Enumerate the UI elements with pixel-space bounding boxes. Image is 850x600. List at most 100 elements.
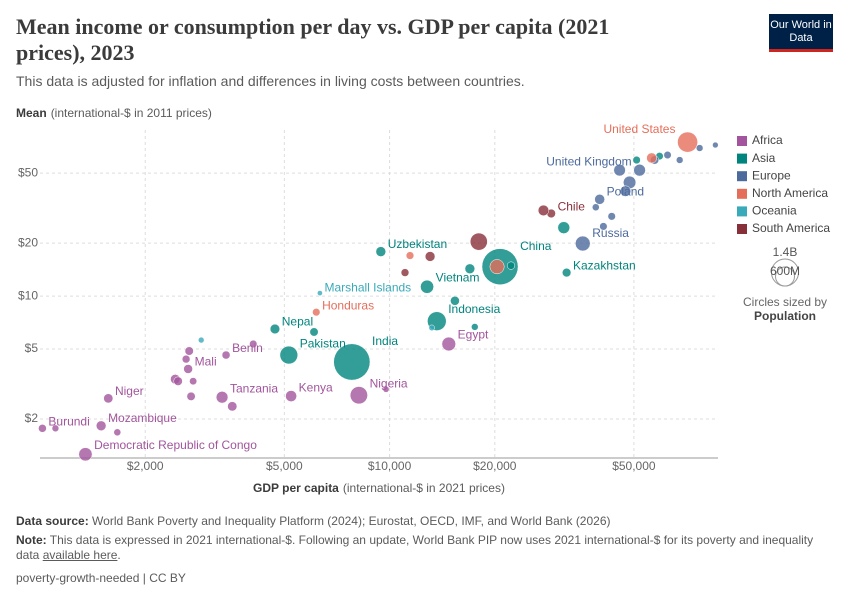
point	[333, 343, 371, 381]
point-label: Niger	[115, 384, 144, 398]
point	[599, 222, 608, 231]
point	[489, 259, 505, 275]
point-label: Mozambique	[108, 411, 177, 425]
y-tick-label: $50	[18, 165, 38, 179]
point	[646, 152, 657, 164]
point	[51, 424, 60, 432]
point	[382, 385, 390, 393]
point-label: United Kingdom	[546, 154, 631, 168]
x-axis-title-bold: GDP per capita	[253, 481, 339, 495]
point	[405, 251, 415, 260]
legend-swatch	[737, 188, 747, 199]
title: Mean income or consumption per day vs. G…	[16, 14, 610, 65]
point	[269, 323, 281, 335]
x-tick-label: $5,000	[266, 459, 303, 473]
y-tick-label: $10	[18, 288, 38, 302]
point	[428, 324, 435, 331]
y-tick-label: $2	[25, 411, 39, 425]
legend-label: Oceania	[752, 204, 797, 218]
point	[312, 308, 321, 317]
point-label: Russia	[592, 226, 629, 240]
point	[450, 296, 460, 306]
point-label: Nepal	[282, 314, 313, 328]
point-label: Pakistan	[300, 336, 346, 350]
point	[557, 221, 570, 234]
point-label: China	[520, 239, 552, 253]
point	[181, 354, 191, 364]
point	[279, 345, 298, 365]
legend-label: Asia	[752, 151, 776, 165]
y-tick-label: $20	[18, 235, 38, 249]
point	[613, 164, 626, 177]
point-label: Kenya	[299, 381, 333, 395]
point	[464, 263, 476, 274]
point	[400, 268, 410, 277]
legend-label: South America	[752, 221, 830, 235]
point	[619, 185, 632, 197]
note-label: Note:	[16, 533, 47, 547]
point	[183, 364, 193, 374]
source-label: Data source:	[16, 514, 89, 528]
note-link[interactable]: available here	[42, 548, 118, 562]
point	[375, 246, 387, 257]
point	[537, 204, 550, 216]
point	[215, 391, 229, 404]
size-legend-label: 1.4B	[773, 245, 798, 259]
point	[309, 327, 319, 337]
x-axis-title: GDP per capita (international-$ in 2021 p…	[253, 481, 505, 495]
size-legend-circle	[775, 266, 795, 287]
point-label: Honduras	[322, 299, 374, 313]
point	[103, 393, 114, 404]
legend-swatch	[737, 153, 747, 164]
point	[594, 194, 605, 205]
point	[317, 290, 323, 296]
legend-swatch	[737, 171, 747, 182]
point	[420, 279, 434, 294]
source-text: World Bank Poverty and Inequality Platfo…	[92, 514, 611, 528]
legend-label: Europe	[752, 168, 791, 182]
point-label: Benin	[232, 341, 263, 355]
point	[173, 376, 183, 386]
x-tick-label: $20,000	[473, 459, 517, 473]
legend-label: Africa	[752, 133, 783, 147]
point-label: Poland	[607, 184, 644, 198]
point-label: Vietnam	[436, 270, 480, 284]
x-tick-label: $50,000	[612, 459, 656, 473]
point-label: United States	[603, 122, 675, 136]
point	[632, 155, 641, 165]
point-label: Kazakhstan	[573, 258, 636, 272]
x-tick-label: $10,000	[368, 459, 412, 473]
point	[469, 232, 488, 251]
point	[506, 261, 516, 270]
point-label: Tanzania	[230, 381, 278, 395]
point	[349, 386, 368, 405]
point-label: Democratic Republic of Congo	[94, 438, 257, 452]
y-axis-title-rest: (international-$ in 2011 prices)	[51, 106, 212, 120]
point	[592, 203, 600, 212]
point-label: Marshall Islands	[324, 281, 411, 295]
legend-swatch	[737, 206, 747, 217]
point	[607, 212, 616, 221]
point	[695, 144, 704, 152]
point-label: Nigeria	[370, 377, 408, 391]
point	[95, 420, 107, 431]
point	[285, 390, 297, 402]
subtitle: This data is adjusted for inflation and …	[16, 73, 525, 89]
point-label: Burundi	[48, 414, 89, 428]
x-axis-title-rest: (international-$ in 2021 prices)	[343, 481, 505, 495]
logo[interactable]: Our World in Data	[769, 14, 833, 52]
point	[575, 235, 591, 252]
point	[186, 391, 196, 401]
point	[221, 350, 231, 360]
source: Data source: World Bank Poverty and Ineq…	[16, 514, 826, 529]
point	[38, 424, 47, 433]
point	[441, 336, 456, 352]
point	[663, 151, 672, 160]
point	[424, 251, 436, 262]
y-axis-title-bold: Mean	[16, 106, 47, 120]
point-label: Egypt	[458, 327, 489, 341]
legend-swatch	[737, 136, 747, 146]
legend-label: North America	[752, 186, 828, 200]
